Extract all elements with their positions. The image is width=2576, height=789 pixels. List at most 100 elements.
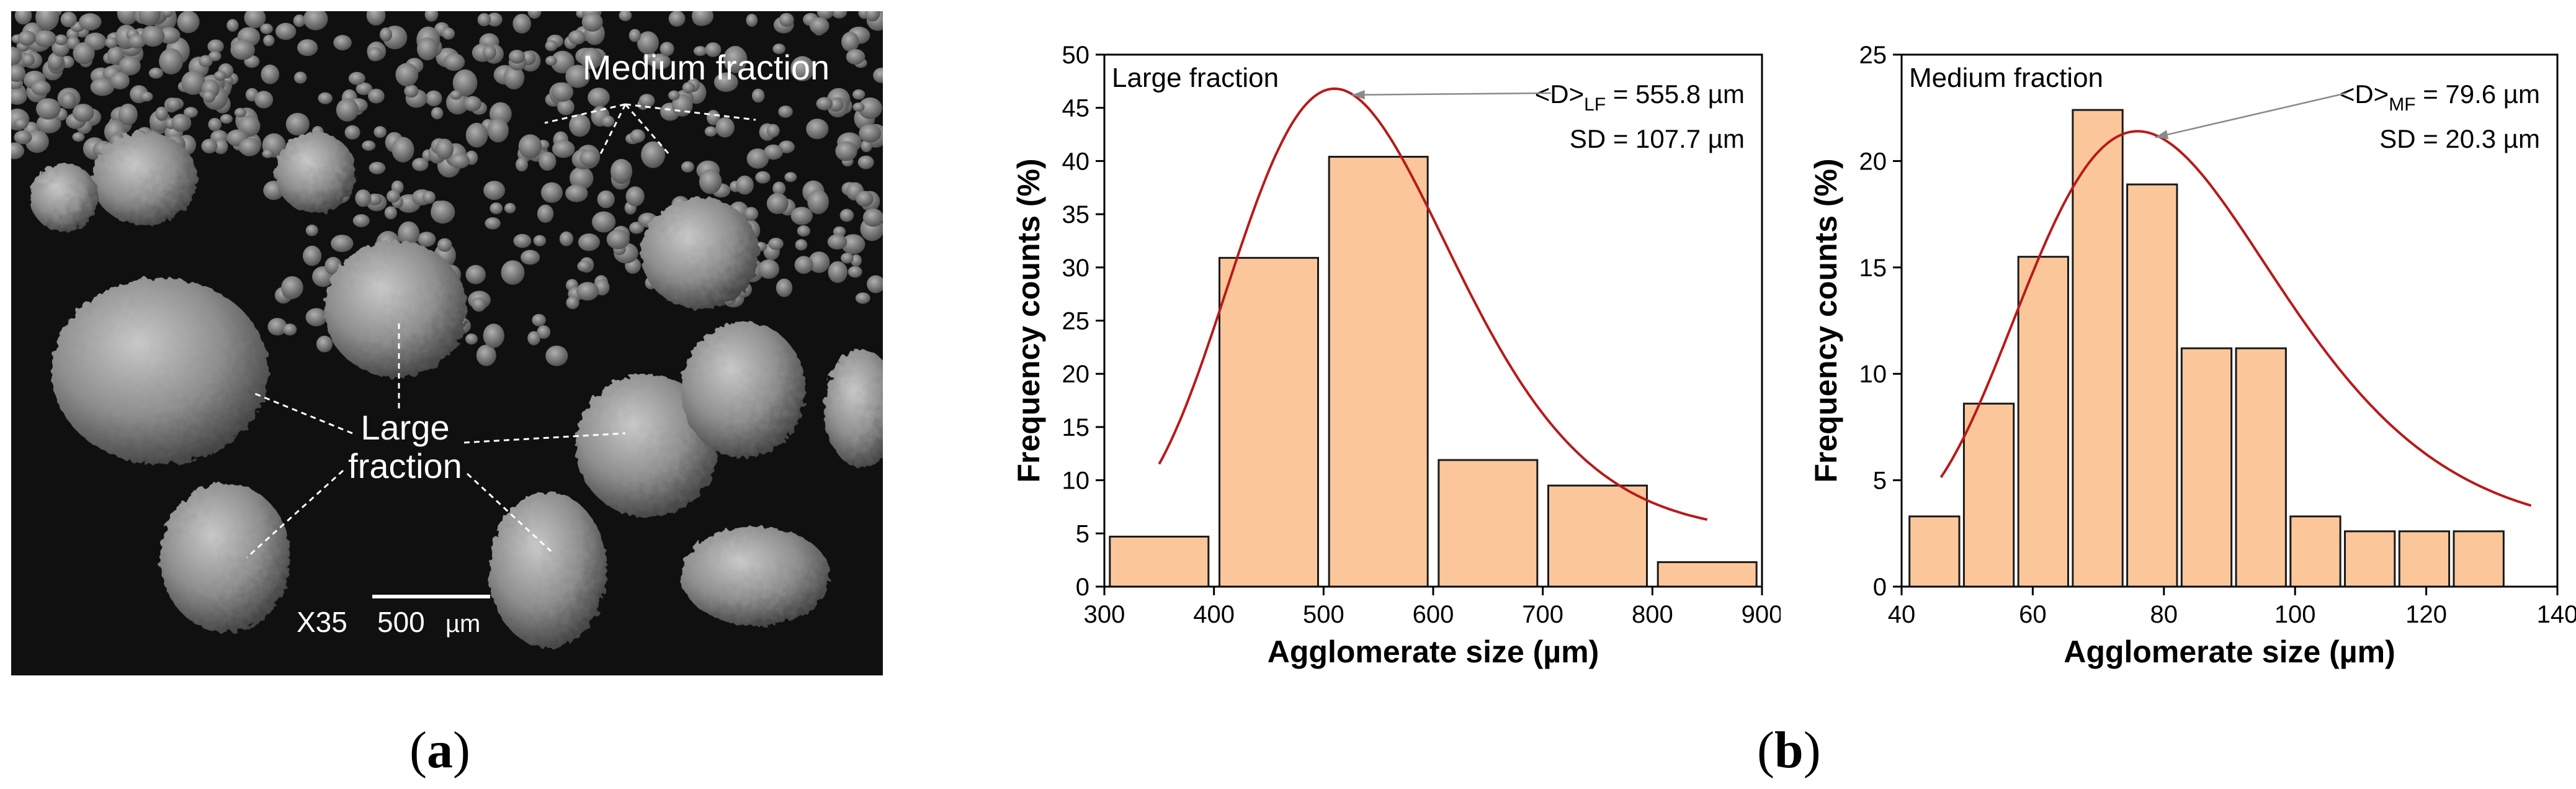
grain [72,132,85,142]
stat-sd-label: SD = 107.7 µm [1570,124,1745,153]
grain [387,189,400,203]
grain [418,232,436,247]
y-tick-label: 15 [1062,414,1090,441]
y-axis-label: Frequency counts (%) [1011,158,1046,482]
grain [704,126,717,137]
grain [527,11,542,19]
grain [744,207,759,221]
histogram-bar [1109,535,1210,588]
grain [11,47,22,66]
histogram-bar [1438,459,1539,588]
grain [110,72,130,90]
histogram-bar [2180,347,2233,588]
grain [36,114,61,133]
grain [857,155,874,169]
grain [356,82,373,96]
grain [316,335,333,353]
histogram-bar [2126,183,2178,588]
grain [795,239,808,251]
grain [159,48,184,74]
grain [207,39,224,53]
grain [776,278,793,297]
annotation-arrowhead [1352,90,1365,100]
grain [275,22,297,40]
grain [841,253,854,264]
grain [36,98,61,120]
grain [140,91,153,102]
y-tick-label: 50 [1062,42,1090,69]
histogram-bar [2453,530,2505,588]
grain [588,88,610,107]
grain [699,169,722,194]
grain [384,206,397,220]
grain [318,92,333,104]
grain [581,12,603,32]
grain [835,141,857,161]
grain [809,17,830,35]
grain [487,118,509,143]
grain [293,71,307,84]
grain [336,98,359,122]
grain [465,122,488,148]
y-tick-label: 40 [1062,148,1090,175]
grain [366,11,386,26]
grain [807,189,829,215]
grain [736,175,754,195]
grain [395,63,419,87]
x-axis-label: Agglomerate size (µm) [2064,634,2395,669]
grain [208,51,221,61]
grain [177,11,200,34]
grain [485,217,501,230]
grain [705,42,722,57]
grain [443,53,465,71]
grain [859,124,882,143]
x-tick-label: 300 [1084,601,1125,628]
grain [483,45,496,60]
grain [161,11,173,18]
x-tick-label: 400 [1193,601,1235,628]
grain [540,182,563,203]
histogram-bar [1657,561,1758,588]
y-tick-label: 15 [1859,255,1887,282]
panel-label-b: (b) [1757,721,1821,779]
grain [715,117,735,138]
grain [417,37,438,61]
histogram-bar [1908,515,1961,588]
x-tick-label: 100 [2274,601,2316,628]
grain [117,11,139,25]
grain [267,318,287,336]
histogram-large-fraction: 300 400 500 600 700 800 900 0 5 10 15 20 25 30 35 40 45 5… [1011,42,1781,669]
grain [751,88,765,103]
grain [557,99,575,115]
grain [283,323,297,336]
grain [660,42,674,56]
grain [841,32,859,52]
grain [578,233,600,251]
grain [431,107,444,120]
grain [550,50,575,74]
grain [239,138,261,156]
grain [305,308,327,327]
grain [569,114,591,137]
grain [767,124,780,138]
grain [638,94,655,108]
grain [746,148,769,169]
grain [213,139,228,155]
y-tick-label: 20 [1859,148,1887,175]
grain [47,52,64,71]
grain [437,238,452,252]
grain [707,110,720,125]
annotation-large-fraction-line2: fraction [348,446,462,485]
grain [31,80,51,96]
grain [166,97,181,111]
grain [463,96,482,112]
grain [331,235,354,253]
grain [483,181,505,201]
grain [873,68,883,83]
histogram-bar [1547,484,1648,588]
grain [533,235,547,246]
grain [119,56,141,76]
grain [537,204,554,223]
grain [566,296,579,310]
histogram-bar [2235,347,2287,588]
